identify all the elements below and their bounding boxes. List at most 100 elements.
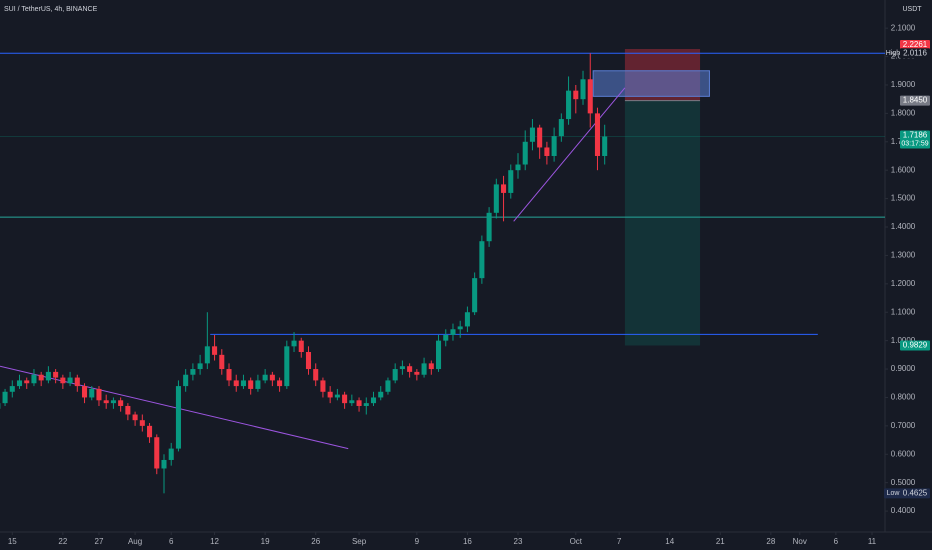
candle-body xyxy=(370,397,377,404)
countdown: 03:17:59 xyxy=(901,140,928,147)
candle-body xyxy=(125,405,131,415)
y-tick-label: 0.6000 xyxy=(891,449,916,458)
candle-body xyxy=(31,374,37,384)
candle-body xyxy=(38,374,44,381)
candle-body xyxy=(89,388,95,398)
candle-body xyxy=(602,136,608,156)
high-label-bg xyxy=(900,48,930,59)
candle-body xyxy=(60,377,66,384)
y-tick-label: 1.1000 xyxy=(891,307,916,316)
y-tick-label: 0.8000 xyxy=(891,393,916,402)
candle-body xyxy=(118,400,124,406)
stop-label: 2.2261 xyxy=(903,40,928,49)
candle-body xyxy=(472,278,478,313)
y-tick-label: 1.4000 xyxy=(891,222,916,231)
entry-label: 1.8450 xyxy=(903,96,928,105)
candle-body xyxy=(349,400,355,404)
candle-body xyxy=(212,346,218,355)
candle-body xyxy=(399,366,405,370)
x-tick-label: 16 xyxy=(463,537,472,546)
candle-body xyxy=(183,374,189,387)
candle-body xyxy=(594,113,600,156)
x-tick-label: 14 xyxy=(665,537,674,546)
candle-body xyxy=(501,184,507,193)
candle-body xyxy=(443,334,449,341)
x-tick-label: 19 xyxy=(261,537,270,546)
supply-zone xyxy=(592,70,710,97)
candle-body xyxy=(385,380,391,392)
candle-body xyxy=(537,127,543,148)
candle-body xyxy=(464,312,470,327)
candle-body xyxy=(334,394,340,398)
candle-body xyxy=(96,388,102,401)
y-tick-label: 2.1000 xyxy=(891,23,916,32)
last-price-bg xyxy=(900,130,930,149)
x-tick-label: 6 xyxy=(834,537,839,546)
currency: USDT xyxy=(902,6,922,13)
high-label: 2.0116 xyxy=(903,48,927,57)
candle-body xyxy=(428,363,434,370)
candle-body xyxy=(392,369,398,381)
x-tick-label: 6 xyxy=(169,537,174,546)
candle-body xyxy=(566,90,572,120)
x-tick-label: 28 xyxy=(766,537,775,546)
candle-body xyxy=(291,340,297,347)
candle-body xyxy=(450,329,456,335)
candle-body xyxy=(132,414,138,421)
y-tick-label: 0.5000 xyxy=(891,478,916,487)
candle-body xyxy=(103,400,109,404)
candle-body xyxy=(269,374,275,381)
x-tick-label: Oct xyxy=(570,537,583,546)
candle-body xyxy=(544,147,550,156)
candle-body xyxy=(435,340,442,370)
x-tick-label: 22 xyxy=(58,537,67,546)
candle-body xyxy=(9,386,15,392)
candle-body xyxy=(139,420,145,426)
y-tick-label: 1.8000 xyxy=(891,108,916,117)
entry-label-bg xyxy=(900,95,930,106)
y-tick-label: 0.4000 xyxy=(891,506,916,515)
x-tick-label: 7 xyxy=(617,537,622,546)
last-price: 1.7186 xyxy=(903,131,928,140)
candle-body xyxy=(298,340,304,353)
stop-label-bg xyxy=(900,40,930,50)
candle-body xyxy=(233,380,239,387)
candle-body xyxy=(508,170,514,193)
candle-body xyxy=(313,369,319,381)
y-tick-label: 1.5000 xyxy=(891,194,916,203)
candle-body xyxy=(515,164,521,171)
candle-body xyxy=(284,346,290,387)
x-tick-label: 9 xyxy=(415,537,420,546)
candle-body xyxy=(493,184,499,213)
candle-body xyxy=(457,326,463,330)
target-zone xyxy=(624,100,701,346)
candle-body xyxy=(147,425,153,438)
y-tick-label: 1.6000 xyxy=(891,165,916,174)
y-tick-label: 1.2000 xyxy=(891,279,916,288)
candle-body xyxy=(248,380,254,389)
x-tick-label: Nov xyxy=(793,537,807,546)
x-tick-label: 11 xyxy=(868,537,877,546)
y-tick-label: 0.9000 xyxy=(891,364,916,373)
drawn-line xyxy=(0,365,349,450)
low-label: 0.4625 xyxy=(903,488,928,497)
target-label-bg xyxy=(900,340,930,351)
candle-body xyxy=(414,371,420,375)
candle-body xyxy=(154,437,160,469)
candle-body xyxy=(168,448,174,460)
x-tick-label: 21 xyxy=(716,537,725,546)
candle-body xyxy=(110,400,116,404)
candle-body xyxy=(305,352,312,370)
candle-body xyxy=(277,380,283,387)
drawn-line xyxy=(513,87,626,222)
candle-body xyxy=(551,136,557,156)
candle-body xyxy=(219,354,225,370)
candle-body xyxy=(580,79,586,100)
candle-body xyxy=(197,363,203,370)
x-tick-label: 26 xyxy=(311,537,320,546)
x-tick-label: Aug xyxy=(128,537,142,546)
candle-body xyxy=(190,369,196,375)
candle-body xyxy=(175,386,181,449)
candle-body xyxy=(320,380,326,392)
